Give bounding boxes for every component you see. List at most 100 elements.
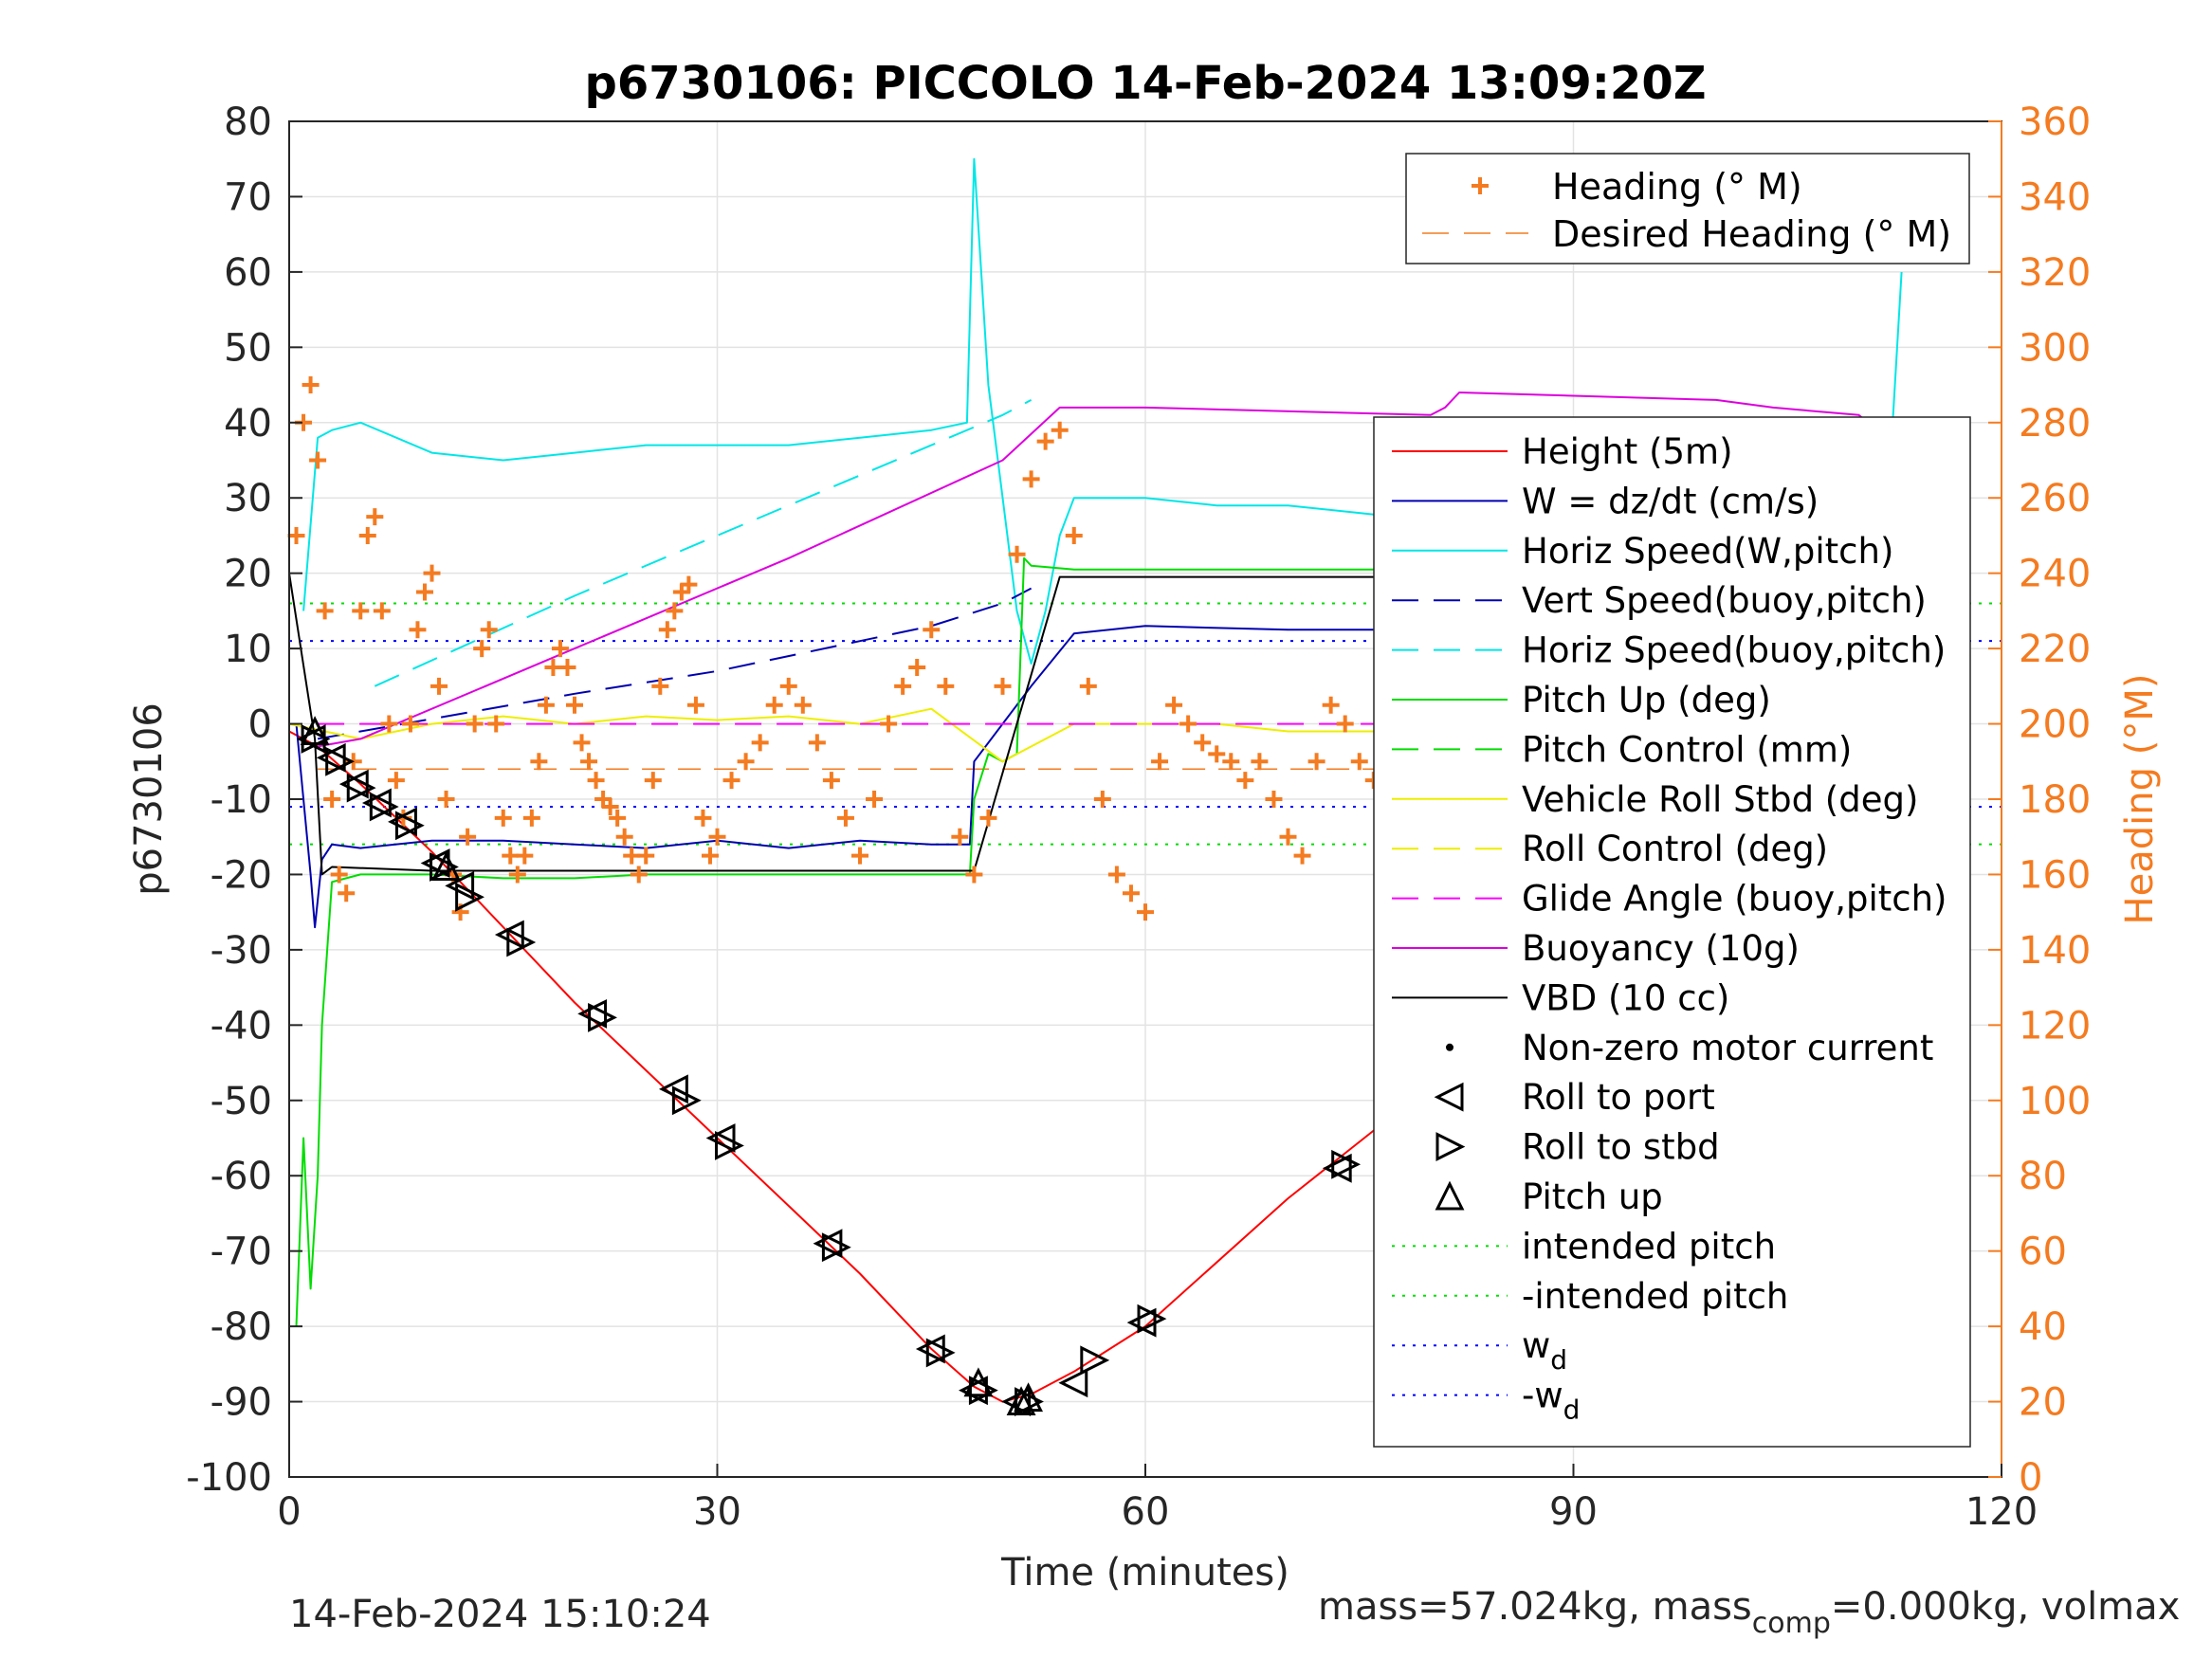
legend-label: W = dz/dt (cm/s) [1522, 481, 1819, 521]
legend-label: Vehicle Roll Stbd (deg) [1522, 779, 1918, 820]
heading-point [1293, 847, 1311, 865]
heading-point [794, 696, 812, 714]
heading-point [637, 847, 655, 865]
heading-point [316, 602, 334, 620]
footer-mass-sub: comp [1751, 1607, 1831, 1640]
roll-to-stbd-marker [325, 746, 356, 776]
x-tick-label: 120 [1965, 1490, 2038, 1534]
reference-lines [289, 602, 2002, 846]
heading-point [623, 847, 641, 865]
y2-tick-label: 80 [2019, 1155, 2067, 1198]
heading-point [302, 376, 320, 394]
pitch-up-marker [963, 1367, 994, 1397]
heading-point [309, 451, 327, 469]
y-tick-label: 80 [224, 100, 272, 144]
footer-mass-part-1: mass=57.024kg, mass [1318, 1585, 1752, 1629]
legend-label-subscript: d [1550, 1344, 1567, 1376]
legend-label: Vert Speed(buoy,pitch) [1522, 580, 1927, 621]
y-tick-label: 60 [224, 251, 272, 295]
heading-point [979, 809, 997, 827]
y-axis-label: p6730106 [127, 702, 171, 896]
legend-swatch-stbd [1435, 1132, 1466, 1162]
heading-point [1194, 734, 1212, 752]
heading-point [630, 866, 648, 884]
heading-point [494, 809, 512, 827]
heading-point [1208, 745, 1226, 763]
legend-label: Pitch up [1522, 1176, 1663, 1217]
heading-point [487, 715, 505, 733]
heading-point [387, 772, 405, 790]
y-tick-label: -40 [210, 1004, 272, 1048]
heading-point [1008, 545, 1026, 563]
heading-point [965, 866, 983, 884]
heading-point [601, 797, 619, 815]
roll-to-stbd-marker [506, 927, 537, 957]
heading-point [666, 602, 684, 620]
heading-point [358, 526, 376, 544]
heading-point [415, 583, 433, 601]
heading-point [1022, 470, 1040, 488]
heading-point [401, 715, 419, 733]
y-tick-label: 40 [224, 402, 272, 446]
roll-to-stbd-marker [715, 1131, 744, 1160]
heading-point [994, 677, 1012, 695]
y2-tick-label: 360 [2019, 100, 2091, 144]
heading-point [1265, 791, 1283, 808]
roll-to-stbd-marker [588, 1002, 617, 1032]
y-tick-label: -30 [210, 929, 272, 973]
pitch-up-marker [431, 851, 461, 881]
heading-point [737, 753, 755, 771]
heading-point [338, 884, 356, 902]
heading-point [894, 677, 912, 695]
heading-point [473, 640, 491, 658]
y2-tick-label: 300 [2019, 326, 2091, 370]
roll-to-port-marker [705, 1123, 736, 1153]
legend-label: Height (5m) [1522, 431, 1733, 472]
y-tick-label: -80 [210, 1305, 272, 1349]
heading-point [1222, 753, 1240, 771]
y2-tick-label: 40 [2019, 1305, 2067, 1349]
footer-mass: mass=57.024kg, masscomp=0.000kg, volmax [1318, 1585, 2180, 1640]
heading-point [502, 847, 520, 865]
y2-axis-label: Heading (°M) [2118, 674, 2162, 925]
y2-tick-label: 220 [2019, 628, 2091, 671]
y2-tick-label: 20 [2019, 1381, 2067, 1425]
heading-point [951, 828, 969, 846]
heading-point [580, 753, 598, 771]
legend-label: Non-zero motor current [1522, 1028, 1933, 1068]
heading-point [508, 866, 526, 884]
heading-point [722, 772, 740, 790]
heading-point [937, 677, 955, 695]
legend-main-box [1373, 416, 1971, 1448]
heading-point [1279, 828, 1297, 846]
heading-point [1179, 715, 1197, 733]
y-tick-label: -10 [210, 778, 272, 822]
chart-title: p6730106: PICCOLO 14-Feb-2024 13:09:20Z [584, 57, 1706, 110]
y-tick-label: 0 [248, 703, 272, 747]
legend-heading: Heading (° M) Desired Heading (° M) [1405, 153, 1970, 264]
heading-point [573, 734, 591, 752]
roll-to-stbd-marker [1331, 1149, 1362, 1179]
roll-to-stbd-marker [394, 811, 425, 841]
legend-label: Roll to stbd [1522, 1127, 1720, 1168]
heading-point [1107, 866, 1125, 884]
roll-to-port-marker [1058, 1368, 1088, 1398]
y-tick-label: 10 [224, 628, 272, 671]
heading-point [658, 621, 676, 639]
heading-point [373, 602, 391, 620]
heading-point [544, 658, 562, 676]
heading-point [701, 847, 719, 865]
y2-tick-label: 100 [2019, 1080, 2091, 1123]
legend-label: Roll Control (deg) [1522, 829, 1828, 869]
heading-point [1036, 432, 1054, 450]
legend-heading-label: Heading (° M) [1552, 166, 1802, 208]
legend-label: Pitch Up (deg) [1522, 680, 1771, 720]
y2-tick-label: 140 [2019, 929, 2091, 973]
roll-to-stbd-marker [369, 792, 399, 822]
heading-point [1051, 421, 1069, 439]
heading-point [694, 809, 712, 827]
heading-point [516, 847, 534, 865]
y2-tick-label: 180 [2019, 778, 2091, 822]
y2-tick-label: 280 [2019, 402, 2091, 446]
legend-label: Roll to port [1522, 1077, 1715, 1118]
